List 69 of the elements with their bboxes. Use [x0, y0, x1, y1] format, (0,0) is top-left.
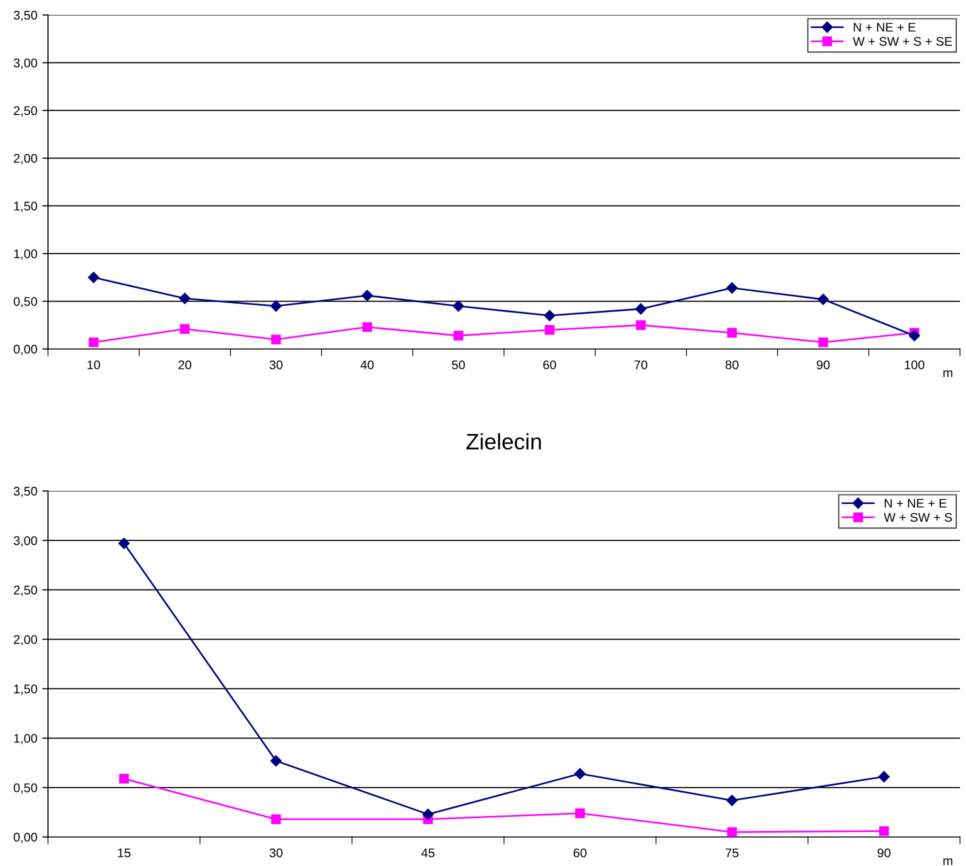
point [422, 808, 434, 820]
point [879, 826, 889, 836]
point [452, 300, 464, 312]
x-tick-label: 90 [816, 360, 830, 370]
text: m [943, 858, 952, 865]
y-tick-label: 3,00 [14, 536, 38, 547]
x-tick-label: 100 [904, 360, 924, 370]
point [727, 328, 737, 338]
y-tick-label: 2,50 [14, 106, 38, 117]
legend-label: W + SW + S + SE [852, 36, 952, 46]
y-tick-label: 3,50 [14, 10, 38, 22]
point [635, 303, 646, 315]
point [119, 774, 129, 784]
x-tick-label: 75 [726, 848, 738, 858]
x-tick-label: 40 [360, 360, 374, 370]
y-tick-label: 1,50 [14, 684, 38, 695]
point [454, 330, 464, 340]
x-tick-label: 60 [543, 360, 556, 370]
point [574, 768, 586, 780]
x-tick-label: 15 [118, 848, 130, 858]
x-tick-label: 70 [634, 360, 648, 370]
point [180, 324, 190, 334]
text: m [943, 370, 952, 377]
point [636, 320, 646, 330]
y-tick-label: 0,00 [14, 344, 38, 356]
legend-label: N + NE + E [884, 498, 946, 508]
point [270, 755, 282, 766]
y-tick-label: 0,00 [14, 832, 38, 844]
point [270, 300, 282, 312]
legend-label: N + NE + E [854, 22, 916, 32]
y-tick-label: 2,00 [14, 154, 38, 164]
point [544, 310, 556, 322]
x-tick-label: 50 [452, 360, 465, 370]
y-tick-label: 1,00 [14, 249, 38, 260]
y-tick-label: 3,50 [14, 486, 38, 498]
point [818, 294, 829, 305]
x-tick-label: 30 [270, 848, 282, 858]
point [362, 322, 372, 332]
x-tick-label: 80 [726, 360, 738, 370]
point [179, 292, 190, 304]
y-tick-label: 2,00 [14, 635, 38, 646]
chart-title: Zielecin [466, 433, 541, 450]
point [908, 330, 920, 342]
point [362, 290, 373, 302]
point [88, 272, 100, 284]
y-tick-label: 3,00 [14, 58, 38, 69]
point [271, 334, 281, 344]
x-tick-label: 45 [421, 848, 434, 858]
point [818, 337, 828, 348]
point [878, 771, 890, 782]
y-tick-label: 0,50 [14, 297, 38, 308]
y-tick-label: 1,00 [14, 734, 38, 744]
x-tick-label: 10 [88, 360, 100, 370]
point [575, 808, 585, 818]
point [726, 794, 738, 806]
y-tick-label: 0,50 [14, 783, 38, 794]
y-tick-label: 2,50 [14, 586, 38, 596]
point [88, 337, 98, 348]
x-tick-label: 90 [878, 848, 890, 858]
y-tick-label: 1,50 [14, 202, 38, 212]
x-tick-label: 60 [574, 848, 586, 858]
point [727, 827, 737, 837]
legend-label: W + SW + S [884, 512, 952, 522]
point [544, 325, 554, 335]
point [726, 282, 738, 294]
point [118, 538, 130, 549]
x-tick-label: 30 [270, 360, 282, 370]
x-tick-label: 20 [178, 360, 192, 370]
point [271, 814, 281, 824]
